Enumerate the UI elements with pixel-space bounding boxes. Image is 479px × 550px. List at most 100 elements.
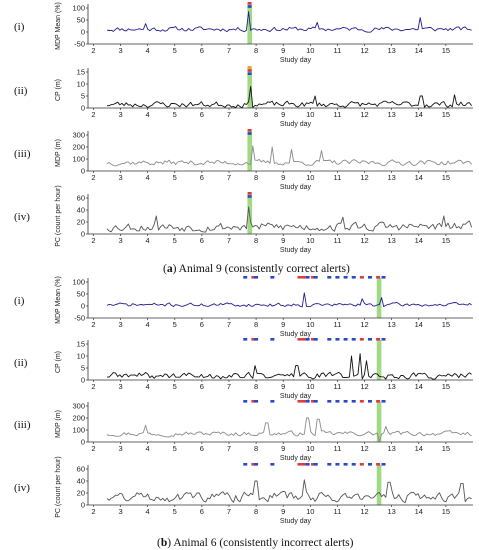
alert-marker-blue [343, 276, 348, 279]
x-tick-label: 3 [118, 320, 122, 329]
y-tick-label: -50 [74, 40, 85, 49]
x-axis-label: Study day [280, 121, 312, 128]
y-tick-label: 15 [77, 340, 85, 349]
y-tick-label: 0 [81, 438, 85, 447]
x-tick-label: 2 [91, 444, 95, 453]
alert-marker-red [297, 463, 302, 466]
alert-marker-blue [327, 400, 332, 403]
x-tick-label: 13 [387, 382, 395, 391]
alert-marker-blue [343, 338, 348, 341]
series-line [106, 479, 472, 504]
alert-marker-red [359, 338, 364, 341]
x-tick-label: 6 [200, 320, 204, 329]
alert-marker-red [247, 2, 252, 5]
chart-panel-b-1: -50 0 50 100 2 3 4 5 6 7 8 9 10 11 12 13 14 15 Study day MD… [14, 276, 473, 338]
alert-marker-blue [270, 400, 275, 403]
y-tick-label: 20 [77, 489, 85, 498]
y-tick-label: 0 [81, 376, 85, 385]
alert-marker-blue [367, 276, 372, 279]
alert-marker-blue [305, 338, 310, 341]
x-tick-label: 12 [360, 444, 368, 453]
x-tick-label: 10 [306, 444, 314, 453]
x-tick-label: 12 [360, 236, 368, 245]
x-tick-label: 2 [91, 173, 95, 182]
alert-window-highlight [376, 402, 382, 442]
alert-marker-red [297, 400, 302, 403]
x-tick-label: 5 [173, 320, 177, 329]
x-tick-label: 7 [227, 507, 231, 516]
alert-marker-blue [243, 463, 248, 466]
x-tick-label: 12 [360, 382, 368, 391]
x-tick-label: 8 [254, 110, 258, 119]
x-tick-label: 3 [118, 507, 122, 516]
series-line [106, 206, 473, 233]
x-tick-label: 6 [200, 382, 204, 391]
x-axis-label: Study day [280, 247, 312, 254]
chart-panel-b-3: 0 100 200 300 2 3 4 5 6 7 8 9 10 11 12 13 14 15 Study day M… [14, 400, 473, 462]
x-tick-label: 4 [146, 236, 150, 245]
alert-marker-blue [327, 276, 332, 279]
x-tick-label: 14 [415, 46, 423, 55]
alert-marker-blue [247, 132, 252, 135]
x-tick-label: 5 [173, 110, 177, 119]
alert-marker-blue [247, 5, 252, 8]
panel-numeral: (iv) [14, 211, 30, 223]
x-tick-label: 8 [254, 173, 258, 182]
alert-marker-blue [270, 463, 275, 466]
alert-window-highlight [247, 131, 253, 171]
x-tick-label: 3 [118, 444, 122, 453]
alert-marker-blue [305, 276, 310, 279]
x-tick-label: 14 [415, 320, 423, 329]
x-axis-label: Study day [280, 518, 312, 525]
alert-marker-blue [243, 400, 248, 403]
x-axis-label: Study day [280, 393, 312, 400]
x-tick-label: 14 [415, 507, 423, 516]
x-tick-label: 10 [306, 110, 314, 119]
x-tick-label: 15 [442, 382, 450, 391]
x-tick-label: 3 [118, 46, 122, 55]
y-tick-label: 300 [72, 402, 85, 411]
x-tick-label: 5 [173, 507, 177, 516]
alert-marker-blue [335, 338, 340, 341]
alert-marker-blue [335, 463, 340, 466]
alert-marker-blue [381, 400, 386, 403]
y-axis-label: PC (count per hour) [55, 185, 62, 246]
x-tick-label: 15 [442, 110, 450, 119]
chart-panel-a-2: 0 5 10 15 2 3 4 5 6 7 8 9 10 11 12 13 14 15 Study day CP (m… [14, 66, 473, 128]
x-tick-label: 13 [387, 46, 395, 55]
y-tick-label: 60 [77, 465, 85, 474]
alert-marker-blue [343, 463, 348, 466]
x-tick-label: 4 [146, 46, 150, 55]
alert-marker-red [311, 400, 316, 403]
x-tick-label: 9 [281, 236, 285, 245]
x-axis-label: Study day [280, 455, 312, 462]
x-tick-label: 9 [281, 110, 285, 119]
x-tick-label: 3 [118, 382, 122, 391]
y-tick-label: 100 [72, 278, 85, 287]
caption-a: (a) Animal 9 (consistently correct alert… [163, 263, 350, 275]
y-tick-label: 10 [77, 80, 85, 89]
x-tick-label: 7 [227, 236, 231, 245]
x-tick-label: 2 [91, 320, 95, 329]
x-tick-label: 3 [118, 236, 122, 245]
alert-marker-red [247, 192, 252, 195]
x-tick-label: 7 [227, 320, 231, 329]
x-tick-label: 2 [91, 110, 95, 119]
alert-marker-blue [343, 400, 348, 403]
x-tick-label: 7 [227, 173, 231, 182]
chart-panel-a-4: 0 20 40 60 2 3 4 5 6 7 8 9 10 11 12 13 14 15 Study day PC (… [14, 185, 473, 254]
x-axis-label: Study day [280, 57, 312, 64]
x-tick-label: 11 [334, 110, 342, 119]
x-tick-label: 14 [415, 382, 423, 391]
alert-marker-blue [247, 195, 252, 198]
x-tick-label: 2 [91, 236, 95, 245]
x-tick-label: 13 [387, 320, 395, 329]
alert-marker-red [301, 400, 306, 403]
x-tick-label: 15 [442, 444, 450, 453]
x-tick-label: 3 [118, 110, 122, 119]
x-tick-label: 6 [200, 236, 204, 245]
x-tick-label: 4 [146, 110, 150, 119]
alert-window-highlight [376, 340, 382, 380]
alert-marker-blue [327, 338, 332, 341]
